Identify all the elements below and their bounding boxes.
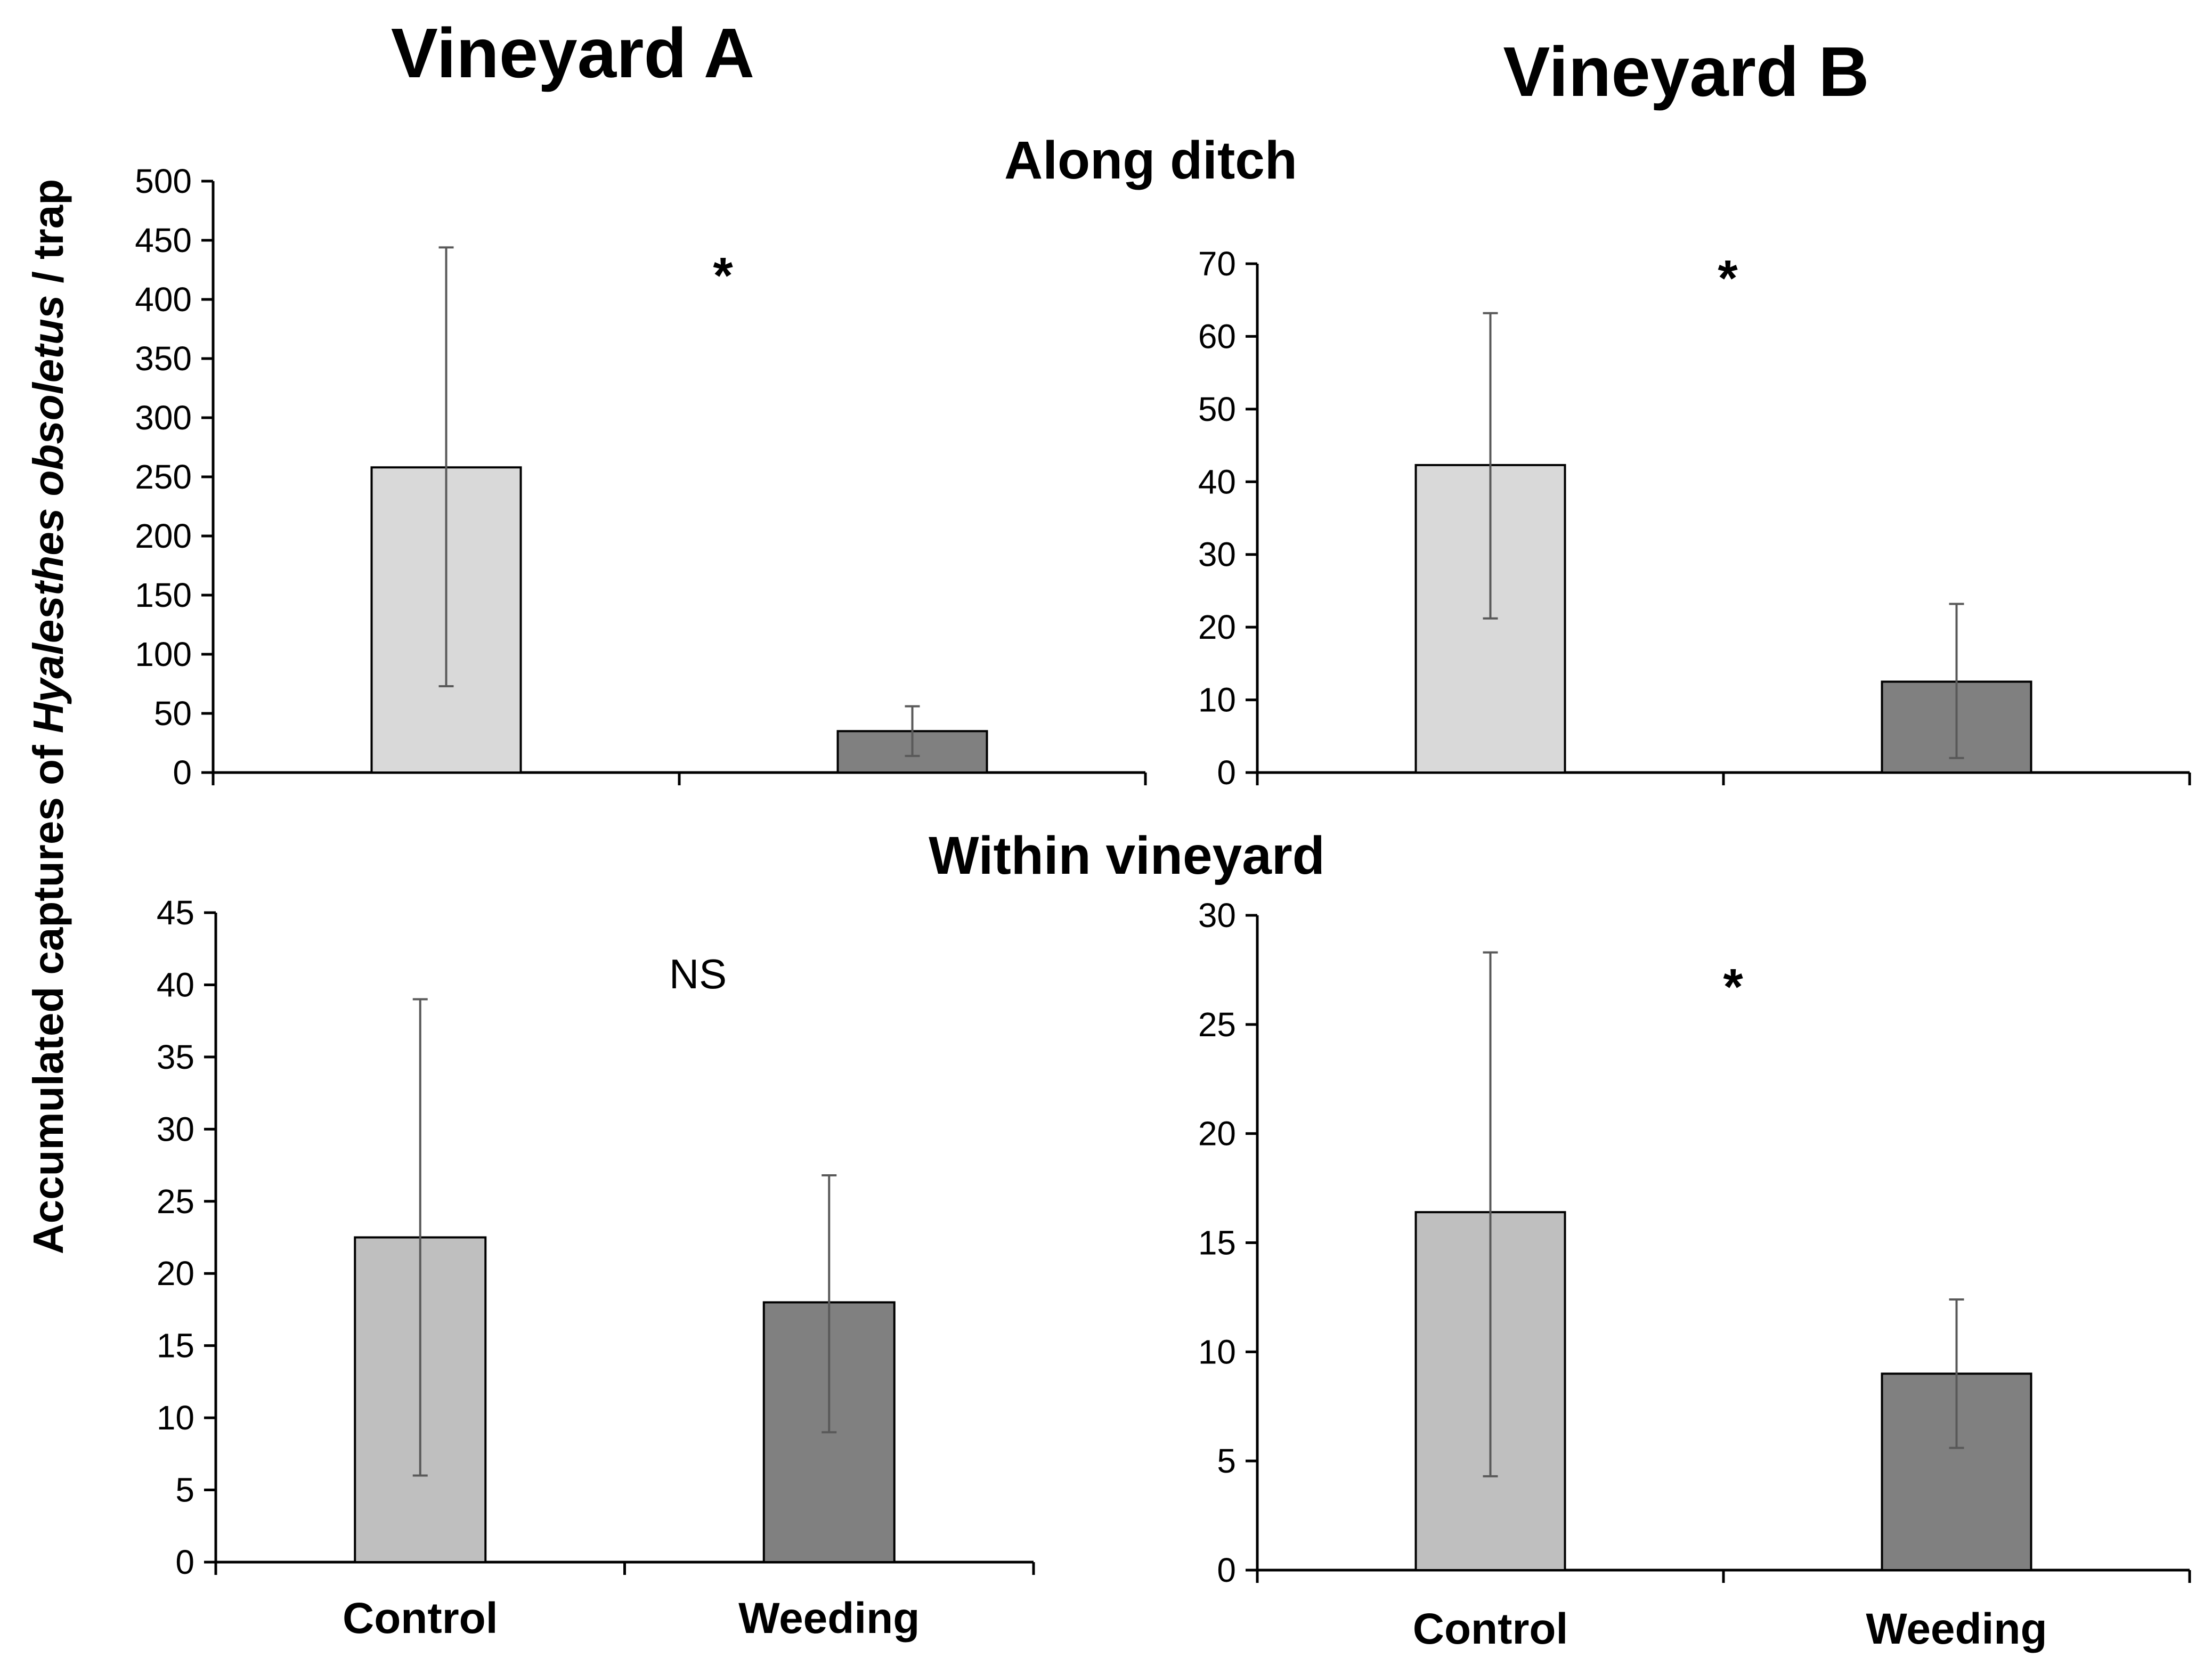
row-title-along-ditch: Along ditch: [1004, 131, 1297, 190]
chart-panel-vineyard-a-within-vineyard: 0 5 10 15 20 25 30 35 40 45 Control Weeding NS: [157, 893, 1035, 1643]
vineyard-a-title: Vineyard A: [391, 14, 754, 92]
y-tick-label: 40: [157, 965, 194, 1004]
y-axis-label-species: Hyalesthes obsoletus: [25, 295, 72, 734]
x-category-label: Control: [1413, 1605, 1568, 1653]
y-tick-label: 10: [1198, 681, 1236, 719]
y-tick-label: 30: [157, 1110, 194, 1148]
y-axis-label-suffix: / trap: [25, 179, 72, 295]
y-tick-label: 300: [135, 399, 192, 437]
y-tick-label: 45: [157, 893, 194, 932]
y-tick-label: 500: [135, 162, 192, 200]
significance-marker: *: [1718, 250, 1738, 307]
y-tick-label: 10: [157, 1399, 194, 1437]
chart-panel-vineyard-b-along-ditch: 0 10 20 30 40 50 60 70 *: [1198, 245, 2191, 792]
y-tick-label: 100: [135, 635, 192, 673]
y-tick-label: 35: [157, 1038, 194, 1076]
y-tick-label: 200: [135, 517, 192, 555]
y-tick-label: 10: [1198, 1332, 1236, 1371]
y-tick-label: 25: [157, 1182, 194, 1221]
y-tick-label: 0: [1217, 1551, 1236, 1589]
y-tick-label: 50: [154, 694, 192, 733]
y-tick-label: 400: [135, 280, 192, 319]
x-category-label: Weeding: [1866, 1605, 2047, 1653]
significance-marker: *: [1723, 958, 1743, 1015]
y-tick-label: 0: [175, 1543, 194, 1581]
y-tick-label: 30: [1198, 896, 1236, 934]
significance-marker: *: [713, 247, 733, 304]
significance-marker: NS: [669, 950, 727, 997]
y-tick-label: 0: [1217, 753, 1236, 792]
y-tick-label: 25: [1198, 1005, 1236, 1044]
y-tick-label: 250: [135, 458, 192, 496]
y-tick-label: 20: [1198, 608, 1236, 646]
y-tick-label: 20: [1198, 1115, 1236, 1153]
chart-panel-vineyard-b-within-vineyard: 0 5 10 15 20 25 30 Control Weeding *: [1198, 896, 2191, 1653]
y-tick-label: 50: [1198, 390, 1236, 428]
vineyard-b-title: Vineyard B: [1503, 32, 1869, 111]
y-tick-label: 20: [157, 1254, 194, 1293]
row-title-within-vineyard: Within vineyard: [929, 826, 1325, 885]
y-tick-label: 150: [135, 576, 192, 614]
y-tick-label: 70: [1198, 245, 1236, 283]
y-tick-label: 60: [1198, 317, 1236, 355]
y-tick-label: 5: [1217, 1442, 1236, 1480]
chart-panel-vineyard-a-along-ditch: 0 50 100 150 200 250 300 350 400 450 500 *: [135, 162, 1147, 792]
y-tick-label: 350: [135, 339, 192, 378]
y-axis-label-prefix: Accumulated captures of: [25, 733, 72, 1254]
y-tick-label: 15: [157, 1327, 194, 1365]
y-tick-label: 30: [1198, 535, 1236, 574]
y-tick-label: 450: [135, 221, 192, 259]
y-tick-label: 5: [175, 1471, 194, 1509]
y-tick-label: 40: [1198, 462, 1236, 501]
y-axis-label: Accumulated captures of Hyalesthes obsol…: [25, 179, 72, 1254]
y-tick-label: 15: [1198, 1224, 1236, 1262]
x-category-label: Control: [343, 1594, 498, 1643]
x-category-label: Weeding: [738, 1594, 920, 1643]
y-tick-label: 0: [173, 753, 192, 792]
